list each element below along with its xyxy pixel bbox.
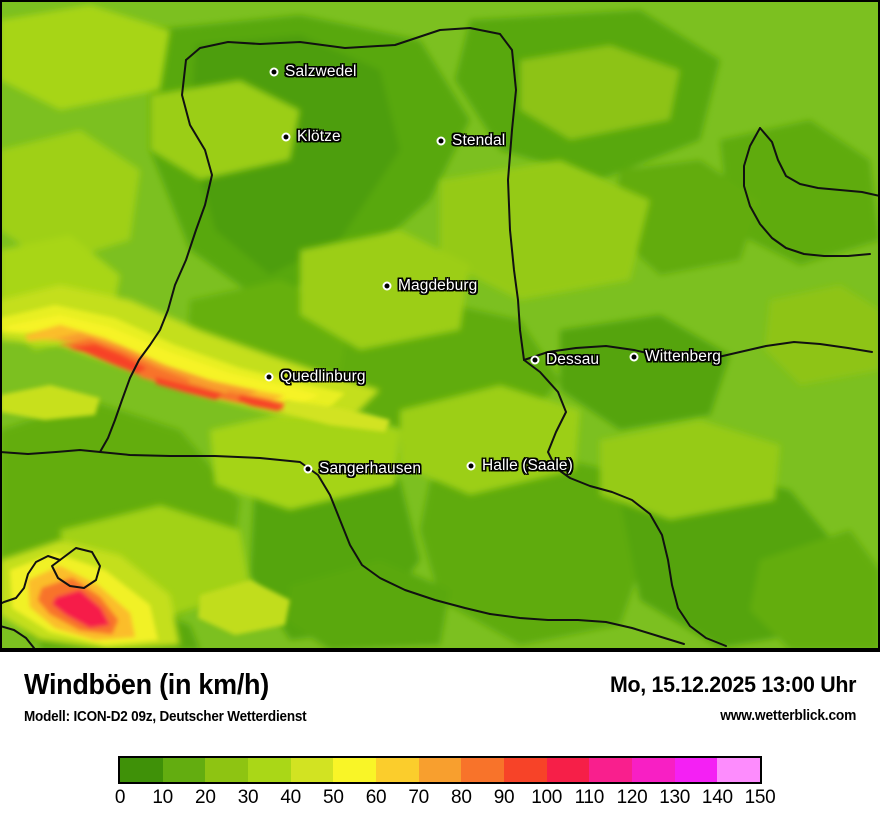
colorbar-swatch [418,758,462,782]
forecast-timestamp: Mo, 15.12.2025 13:00 Uhr [609,672,857,697]
city-label: Magdeburg [398,277,478,294]
colorbar-tick: 60 [365,787,387,808]
meta-block: Mo, 15.12.2025 13:00 Uhr www.wetterblick… [597,672,857,724]
title-block: Windböen (in km/h) Modell: ICON-D2 09z, … [24,669,328,726]
colorbar-swatch [376,758,419,782]
city-label: Dessau [546,351,600,368]
colorbar-swatch [248,758,291,782]
city-marker-dot [629,352,639,362]
colorbar-swatch [162,758,206,782]
colorbar-tick: 100 [531,787,563,808]
city-label: Klötze [297,128,341,145]
colorbar-swatch [589,758,633,782]
colorbar-swatch [461,758,505,782]
city-marker-dot [303,464,313,474]
colorbar-tick: 90 [493,787,515,808]
city-marker-dot [269,67,279,77]
city-marker-dot [264,372,274,382]
city-label: Stendal [452,132,506,149]
colorbar-tick: 110 [574,787,605,808]
colorbar-tick: 150 [744,787,776,808]
map-frame [0,0,880,650]
colorbar-swatch [120,758,163,782]
colorbar-tick: 80 [451,787,472,808]
map-footer: Windböen (in km/h) Modell: ICON-D2 09z, … [0,652,880,830]
colorbar-tick: 10 [152,787,173,808]
colorbar-tick: 50 [323,787,344,808]
colorbar-swatch [333,758,377,782]
colorbar-tick: 140 [701,787,733,808]
colorbar-tick: 40 [280,787,301,808]
model-subtitle: Modell: ICON-D2 09z, Deutscher Wetterdie… [24,709,307,726]
city-label: Sangerhausen [319,460,422,477]
page-title: Windböen (in km/h) [24,669,269,701]
city-marker-dot [436,136,446,146]
colorbar-swatch [674,758,718,782]
colorbar-swatch [504,758,547,782]
wind-gust-map[interactable]: Salzwedel Klötze Stendal Magdeburg Dessau Wit… [0,0,880,652]
colorbar-tick: 20 [195,787,216,808]
city-label: Salzwedel [285,63,357,80]
state-border-path [0,27,880,649]
colorbar-tick: 120 [616,787,648,808]
colorbar-tick: 30 [237,787,259,808]
colorbar-tick-labels: 0 10 20 30 40 50 60 70 80 90 100 110 120 130 140 150 [114,787,776,815]
colorbar-tick: 130 [659,787,691,808]
colorbar-swatch [717,758,761,782]
city-label: Wittenberg [645,348,721,365]
colorbar-tick: 70 [408,787,429,808]
city-marker-dot [281,132,291,142]
colorbar-gradient [118,756,762,784]
colorbar-swatch [290,758,334,782]
colorbar-swatch [632,758,675,782]
colorbar-tick: 0 [114,787,126,808]
city-marker-dot [382,281,392,291]
city-label: Quedlinburg [280,368,366,385]
colorbar-legend: 0 10 20 30 40 50 60 70 80 90 100 110 120 130 140 150 [114,756,776,815]
colorbar-swatch [546,758,590,782]
city-marker-dot [466,461,476,471]
site-url: www.wetterblick.com [720,708,856,724]
city-marker-dot [530,355,540,365]
map-raster [0,0,880,650]
colorbar-swatch [205,758,249,782]
city-label: Halle (Saale) [482,457,573,474]
